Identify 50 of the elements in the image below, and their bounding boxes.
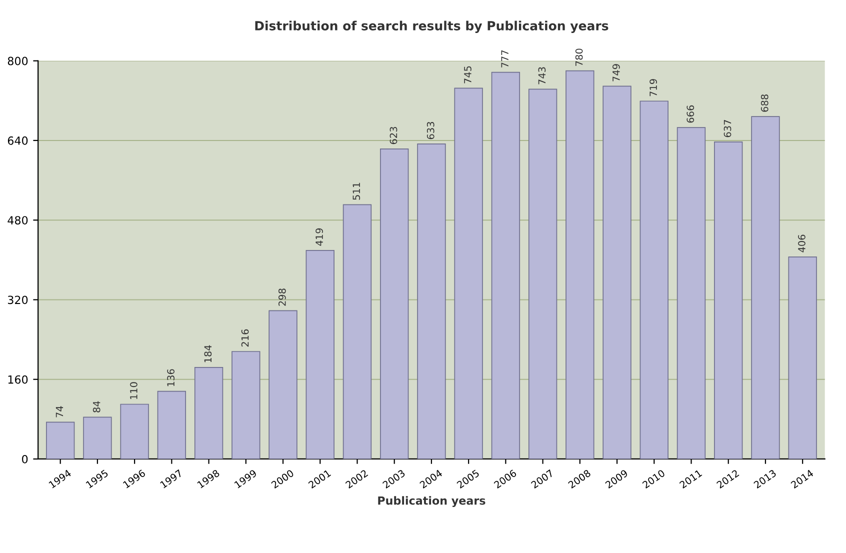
bar xyxy=(714,142,743,459)
bar xyxy=(268,310,298,459)
data-label: 136 xyxy=(167,369,174,386)
data-label: 637 xyxy=(724,120,732,138)
bar xyxy=(640,100,668,459)
bar xyxy=(676,127,706,459)
bar xyxy=(306,250,334,459)
bar xyxy=(194,366,224,459)
y-tick-label: 640 xyxy=(8,136,28,145)
data-label: 688 xyxy=(760,94,768,112)
bar xyxy=(46,422,75,459)
bar xyxy=(120,404,149,459)
bar xyxy=(232,351,260,459)
data-label: 666 xyxy=(686,105,694,123)
bar xyxy=(566,70,594,459)
data-label: 184 xyxy=(204,345,212,362)
x-axis-title: Publication years xyxy=(378,496,486,508)
bar xyxy=(491,72,520,459)
bar xyxy=(380,148,409,459)
data-label: 719 xyxy=(650,79,657,96)
data-label: 780 xyxy=(575,48,583,66)
data-label: 777 xyxy=(501,50,508,68)
data-label: 298 xyxy=(278,288,286,306)
y-tick-label: 320 xyxy=(8,296,28,304)
bar xyxy=(454,88,483,459)
data-label: 511 xyxy=(352,182,360,200)
y-tick-label: 480 xyxy=(8,216,28,224)
bar xyxy=(751,116,780,459)
bar xyxy=(788,256,817,459)
data-label: 633 xyxy=(426,122,434,140)
bar xyxy=(157,390,186,459)
bar xyxy=(602,86,632,459)
y-tick-label: 800 xyxy=(8,56,28,66)
data-label: 110 xyxy=(130,382,138,400)
bar xyxy=(83,416,112,459)
data-label: 74 xyxy=(56,406,64,418)
data-label: 419 xyxy=(316,228,323,246)
chart-title: Distribution of search results by Publication years xyxy=(255,20,608,33)
bar xyxy=(417,144,446,459)
data-label: 745 xyxy=(464,66,472,84)
data-label: 84 xyxy=(92,401,100,412)
data-label: 623 xyxy=(390,126,398,144)
bar xyxy=(528,88,558,459)
y-tick-label: 160 xyxy=(8,375,28,384)
data-label: 743 xyxy=(538,67,546,84)
y-tick-label: 0 xyxy=(22,454,28,464)
data-label: 406 xyxy=(798,234,806,252)
data-label: 749 xyxy=(612,64,620,82)
bar xyxy=(342,204,372,459)
data-label: 216 xyxy=(241,329,249,347)
